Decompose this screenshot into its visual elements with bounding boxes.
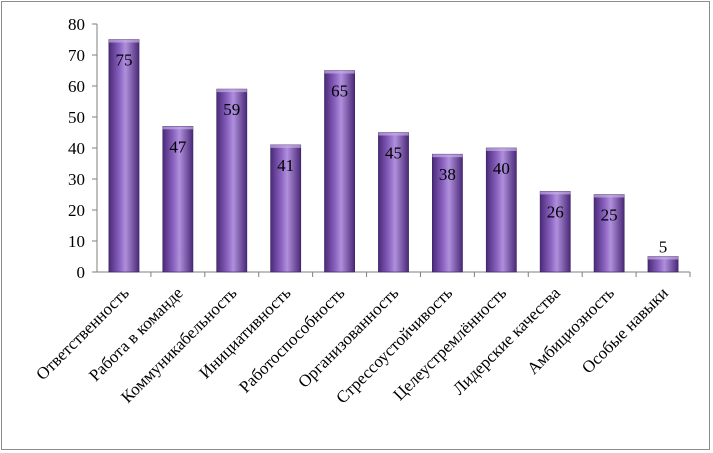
bar (378, 132, 409, 273)
category-label: Работа в команде (85, 283, 187, 385)
y-tick-label: 70 (68, 46, 85, 65)
bar-cap (432, 154, 463, 158)
y-tick-label: 50 (68, 108, 85, 127)
bar-cap (324, 70, 355, 74)
y-tick-label: 10 (68, 232, 85, 251)
bar-cap (486, 148, 517, 151)
data-label: 40 (493, 159, 510, 178)
y-tick-label: 30 (68, 170, 85, 189)
y-tick-label: 40 (68, 139, 85, 158)
data-label: 45 (385, 144, 402, 163)
bar-cap (162, 126, 193, 130)
data-label: 5 (659, 238, 668, 257)
y-tick-label: 0 (77, 263, 86, 282)
data-label: 38 (439, 165, 456, 184)
bar (108, 39, 140, 273)
y-tick-label: 20 (68, 201, 85, 220)
data-label: 41 (277, 156, 294, 175)
bar (216, 88, 248, 273)
data-label: 47 (169, 137, 187, 156)
category-label: Инициативность (195, 283, 294, 382)
bar-cap (378, 132, 409, 136)
bar (162, 126, 194, 273)
bar-cap (216, 89, 247, 93)
category-label: Ответственность (32, 283, 133, 384)
bar-cap (270, 144, 301, 148)
bar-cap (540, 191, 571, 195)
y-tick-label: 80 (68, 15, 85, 34)
bar (324, 70, 355, 273)
data-label: 26 (547, 202, 564, 221)
bar (485, 147, 517, 273)
bar-cap (108, 39, 140, 43)
category-label: Организованность (294, 283, 402, 391)
bar (593, 194, 625, 273)
data-label: 25 (601, 206, 618, 225)
data-label: 59 (223, 100, 240, 119)
bar-cap (647, 256, 679, 260)
bar (432, 153, 463, 273)
bar-cap (594, 194, 625, 198)
y-tick-label: 60 (68, 77, 85, 96)
data-label: 75 (115, 51, 132, 70)
data-label: 65 (331, 82, 348, 101)
